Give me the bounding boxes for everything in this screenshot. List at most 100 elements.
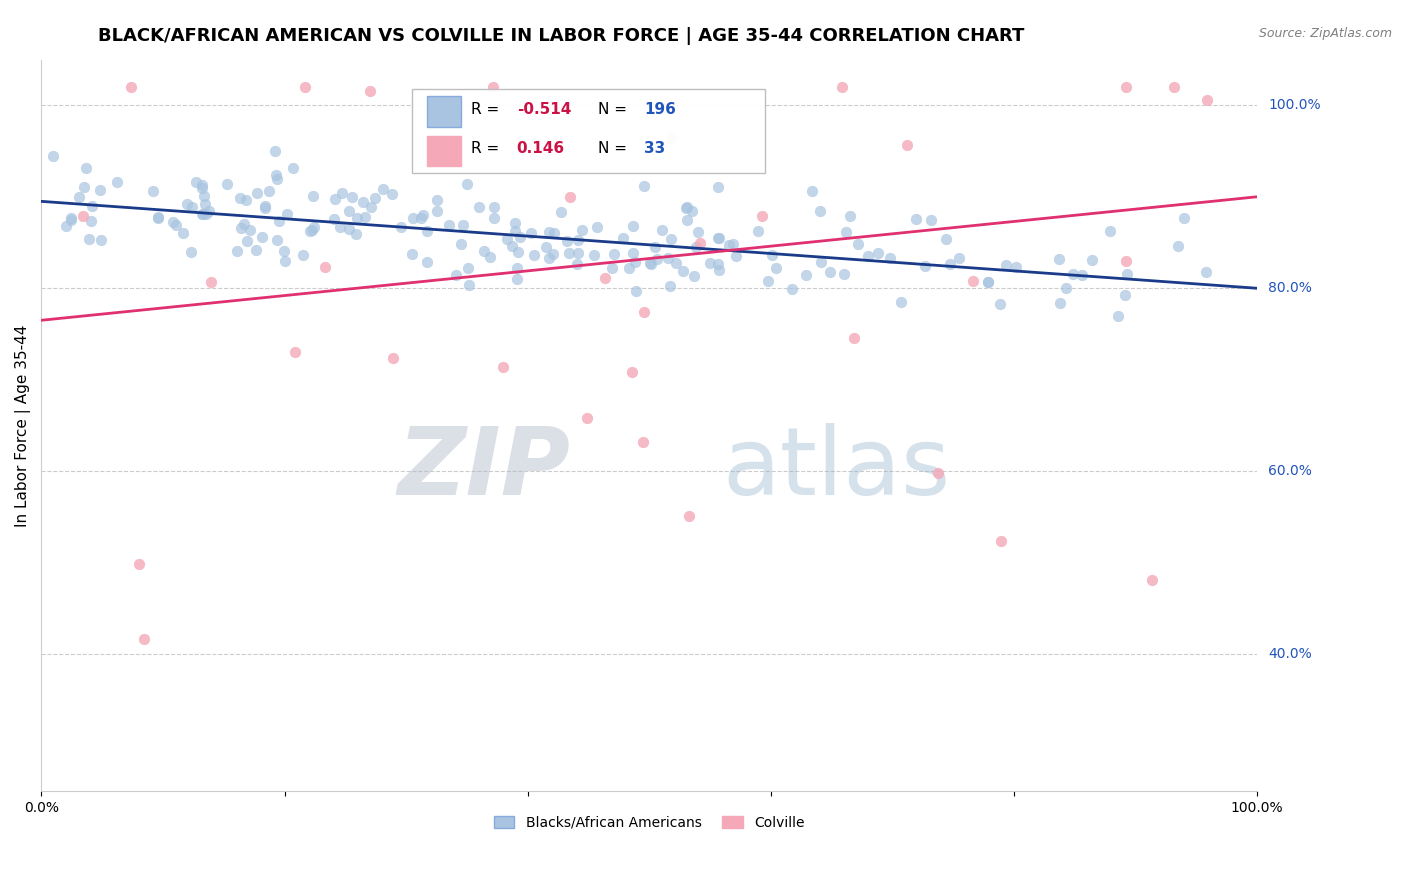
Point — [232, 217, 254, 231]
Text: N =: N = — [598, 102, 633, 117]
Point — [575, 410, 598, 425]
Text: BLACK/AFRICAN AMERICAN VS COLVILLE IN LABOR FORCE | AGE 35-44 CORRELATION CHART: BLACK/AFRICAN AMERICAN VS COLVILLE IN LA… — [98, 27, 1025, 45]
Point — [128, 557, 150, 571]
Point — [927, 466, 949, 480]
Point — [624, 284, 647, 298]
Point — [292, 248, 315, 262]
Point — [162, 215, 184, 229]
Point — [60, 212, 83, 227]
Point — [90, 233, 112, 247]
Point — [506, 244, 529, 259]
Point — [1071, 268, 1094, 282]
FancyBboxPatch shape — [412, 89, 765, 173]
Point — [565, 257, 588, 271]
Point — [344, 227, 367, 241]
Point — [340, 189, 363, 203]
Point — [239, 222, 262, 236]
Point — [495, 232, 517, 246]
Point — [294, 80, 316, 95]
Point — [1114, 288, 1136, 302]
Point — [818, 265, 841, 279]
Text: 40.0%: 40.0% — [1268, 647, 1312, 661]
Point — [283, 161, 305, 175]
Point — [644, 240, 666, 254]
Point — [671, 263, 693, 277]
Point — [458, 278, 481, 293]
Point — [250, 229, 273, 244]
Text: 196: 196 — [644, 102, 676, 117]
Point — [621, 245, 644, 260]
Point — [226, 244, 249, 259]
Point — [416, 224, 439, 238]
Point — [659, 232, 682, 246]
Point — [468, 200, 491, 214]
Point — [197, 204, 219, 219]
Point — [457, 260, 479, 275]
Point — [832, 268, 855, 282]
Text: 60.0%: 60.0% — [1268, 464, 1312, 478]
Point — [844, 331, 866, 345]
Point — [67, 190, 90, 204]
Point — [194, 207, 217, 221]
Point — [1173, 211, 1195, 226]
Point — [478, 250, 501, 264]
Point — [314, 260, 336, 274]
Point — [571, 223, 593, 237]
Point — [381, 187, 404, 202]
Point — [80, 199, 103, 213]
Point — [558, 246, 581, 260]
Point — [721, 236, 744, 251]
Point — [537, 225, 560, 239]
Point — [709, 262, 731, 277]
Point — [948, 252, 970, 266]
Point — [707, 257, 730, 271]
Point — [503, 216, 526, 230]
Point — [621, 365, 644, 379]
Point — [176, 197, 198, 211]
Point — [658, 279, 681, 293]
Point — [254, 201, 277, 215]
Point — [567, 233, 589, 247]
Point — [638, 256, 661, 270]
Point — [382, 351, 405, 366]
Point — [543, 247, 565, 261]
Point — [699, 256, 721, 270]
Point — [602, 260, 624, 275]
Point — [935, 232, 957, 246]
Point — [651, 223, 673, 237]
Point — [675, 201, 697, 215]
Point — [988, 297, 1011, 311]
Point — [257, 184, 280, 198]
Point — [276, 206, 298, 220]
Point — [560, 190, 582, 204]
Point — [538, 251, 561, 265]
Point — [229, 220, 252, 235]
Point — [506, 272, 529, 286]
Point — [284, 345, 307, 359]
Text: 33: 33 — [644, 141, 665, 156]
Point — [415, 254, 437, 268]
Point — [1107, 310, 1129, 324]
Text: R =: R = — [471, 102, 503, 117]
Point — [523, 247, 546, 261]
Point — [550, 205, 572, 219]
Point — [148, 210, 170, 224]
Point — [810, 255, 832, 269]
Point — [685, 240, 707, 254]
Point — [631, 435, 654, 450]
Point — [1054, 281, 1077, 295]
Point — [976, 276, 998, 290]
Point — [194, 197, 217, 211]
Point — [72, 209, 94, 223]
Point — [302, 220, 325, 235]
Point — [506, 261, 529, 276]
Point — [191, 180, 214, 194]
Point — [217, 177, 239, 191]
Point — [543, 226, 565, 240]
Text: atlas: atlas — [723, 424, 950, 516]
Legend: Blacks/African Americans, Colville: Blacks/African Americans, Colville — [488, 811, 810, 836]
Point — [879, 251, 901, 265]
Point — [838, 210, 860, 224]
Point — [180, 245, 202, 260]
Point — [426, 203, 449, 218]
